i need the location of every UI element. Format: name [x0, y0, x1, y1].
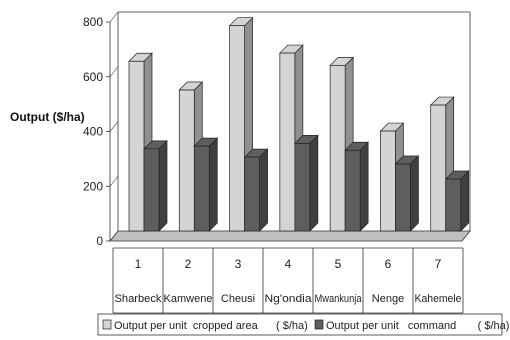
legend: Output per unit cropped area ( $/ha) Outp…	[97, 313, 509, 336]
chart-frame	[109, 11, 471, 242]
bar-series2-side	[158, 140, 168, 232]
category-number: 2	[185, 257, 192, 271]
category-label: Cheusi	[221, 293, 255, 305]
bar-series1-front	[329, 65, 346, 232]
legend-label-series2: Output per unit command ( $/ha)	[326, 320, 509, 332]
y-tick-diagonal	[109, 121, 119, 132]
bar-series2	[394, 155, 420, 232]
bar-series1-front	[178, 89, 195, 232]
category-label: Nenge	[372, 293, 404, 305]
bar-series2-front	[395, 163, 411, 232]
x-axis-table: 1 Sharbeck 2 Kamwene 3 Cheusi 4 Ng'ondia 5 Mwanku…	[112, 247, 464, 314]
bar-series2-front	[244, 156, 260, 232]
category-label: Kahemele	[415, 293, 462, 305]
bar-series2-side	[460, 170, 470, 232]
category-number: 1	[135, 257, 142, 271]
bar-series2-front	[143, 148, 160, 232]
legend-label-series1: Output per unit cropped area ( $/ha)	[114, 320, 308, 332]
y-tick-diagonal	[109, 11, 119, 23]
bar-series2	[444, 170, 470, 232]
y-tick-diagonal	[109, 176, 119, 187]
y-tick-label: 400	[83, 125, 103, 139]
category-label: Sharbeck	[115, 293, 162, 305]
bar-series1-front	[128, 60, 145, 232]
bar-series2-front	[344, 149, 361, 232]
chart-floor	[109, 230, 471, 242]
bar-series2-side	[410, 155, 419, 232]
category-number: 5	[335, 257, 342, 271]
bar-series1-front	[430, 104, 447, 232]
y-tick-diagonal	[109, 230, 119, 242]
category-label: Kamwene	[164, 293, 213, 305]
bar-series2	[243, 148, 269, 232]
y-tick-diagonal	[109, 66, 119, 77]
bar-series2	[294, 134, 319, 232]
y-tick-label: 800	[83, 15, 103, 29]
bar-series1-front	[279, 52, 296, 232]
bar-series1-front	[229, 25, 245, 232]
y-axis: 0 200 400 600 800	[83, 11, 119, 248]
y-axis-label: Output ($/ha)	[10, 110, 85, 124]
category-label: Ng'ondia	[265, 293, 313, 305]
legend-swatch-series2	[314, 319, 324, 330]
category-number: 6	[385, 257, 392, 271]
y-tick-label: 0	[96, 234, 103, 248]
bar-series2-side	[208, 137, 218, 232]
legend-box	[97, 313, 503, 336]
category-label: Mwankunja	[315, 293, 363, 305]
bar-series2	[143, 140, 168, 232]
bar-series2-side	[359, 141, 369, 232]
bar-series2-side	[309, 134, 319, 232]
bar-series1-front	[380, 130, 396, 232]
bar-series2-front	[294, 143, 311, 232]
bar-group	[128, 16, 470, 232]
legend-swatch-series1	[102, 319, 112, 330]
bar-series2-front	[445, 178, 462, 232]
bar-series2-side	[259, 148, 268, 232]
y-tick-label: 200	[83, 179, 103, 193]
bar-series2-front	[193, 145, 210, 232]
y-tick-label: 600	[83, 70, 103, 84]
category-number: 7	[435, 257, 442, 271]
category-number: 4	[285, 257, 292, 271]
category-number: 3	[235, 257, 242, 271]
bar-series2	[344, 141, 369, 232]
bar-series1	[128, 52, 153, 232]
bar-series2	[193, 137, 219, 232]
